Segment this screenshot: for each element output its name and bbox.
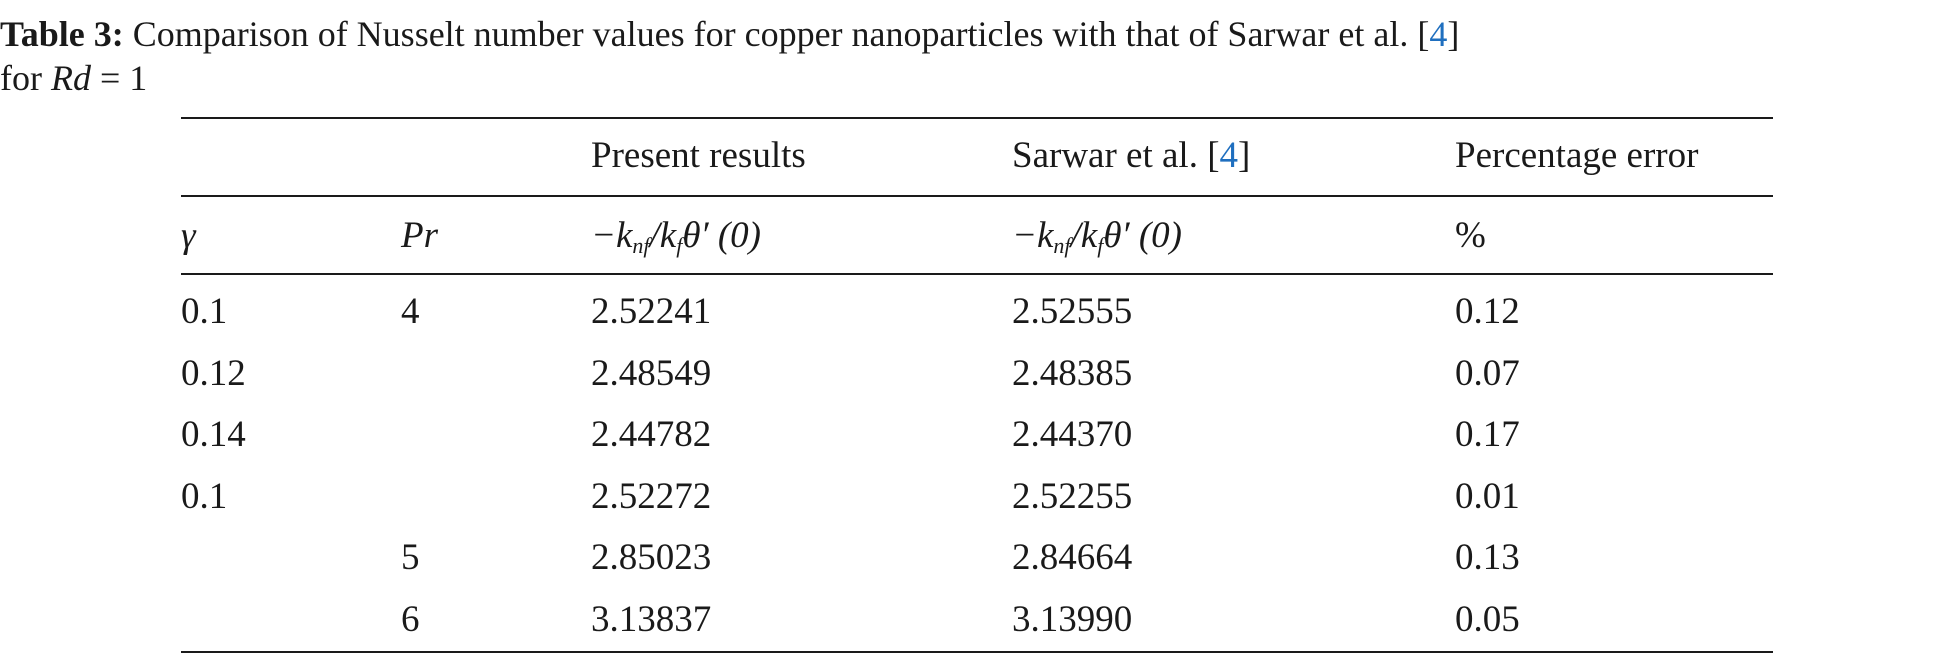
table-cell: 2.52272: [591, 475, 712, 517]
unit-text: f: [1097, 233, 1104, 258]
caption-line: for Rd = 1: [0, 56, 147, 100]
table-cell: 2.44370: [1012, 414, 1133, 455]
header-ref[interactable]: 4: [1219, 135, 1239, 176]
caption-line: Table 3: Comparison of Nusselt number va…: [0, 12, 1459, 56]
unit-text: Pr: [401, 215, 438, 256]
header-cell: Percentage error: [1455, 134, 1698, 178]
table-cell: 2.48385: [1012, 352, 1133, 394]
header-text: Sarwar et al. [: [1012, 135, 1220, 176]
mid-rule: [181, 195, 1773, 197]
unit-text: f: [676, 233, 683, 258]
table-cell: 0.13: [1455, 537, 1520, 578]
table-cell: 2.52555: [1012, 291, 1133, 332]
table-cell: 2.48549: [591, 352, 712, 394]
header-cell: Present results: [591, 134, 806, 178]
table-cell: 0.12: [1455, 291, 1520, 332]
caption-close: ]: [1447, 14, 1460, 54]
unit-text: −k: [591, 215, 633, 256]
table-cell: 2.85023: [591, 537, 712, 578]
caption-label: Table 3:: [0, 14, 124, 54]
unit-text: /k: [649, 215, 677, 256]
bottom-rule: [181, 651, 1773, 653]
table-cell: 2.44782: [591, 414, 712, 455]
caption-text: Comparison of Nusselt number values for …: [132, 14, 1430, 54]
table-cell: 2.52241: [591, 291, 712, 332]
unit-cell: %: [1455, 214, 1486, 258]
header-cell: Sarwar et al. [4]: [1012, 134, 1250, 178]
table-cell: 0.14: [181, 414, 246, 455]
unit-text: γ: [181, 215, 196, 256]
table-cell: 0.1: [181, 475, 228, 517]
table-cell: 0.01: [1455, 475, 1520, 517]
table-cell: 4: [401, 291, 420, 332]
unit-text: nf: [1053, 233, 1071, 258]
unit-text: θ′ (0): [1103, 215, 1183, 256]
top-rule: [181, 117, 1773, 119]
unit-cell: γ: [181, 214, 196, 258]
table-cell: 0.17: [1455, 414, 1520, 455]
caption-math: = 1: [99, 58, 148, 98]
unit-text: −k: [1012, 215, 1054, 256]
table-cell: 0.05: [1455, 598, 1520, 640]
table-cell: 0.12: [181, 352, 246, 394]
table-cell: 6: [401, 598, 420, 640]
unit-cell: Pr: [401, 214, 438, 258]
table-cell: 2.52255: [1012, 475, 1133, 517]
unit-cell: −knf/kfθ′ (0): [591, 214, 761, 268]
mid-rule: [181, 273, 1773, 275]
caption-ref[interactable]: 4: [1429, 14, 1448, 54]
table-cell: 5: [401, 537, 420, 578]
table-cell: 3.13990: [1012, 598, 1133, 640]
header-text: Percentage error: [1455, 135, 1699, 176]
caption-math: Rd: [50, 58, 91, 98]
unit-text: nf: [632, 233, 650, 258]
unit-text: /k: [1070, 215, 1098, 256]
table-cell: 2.84664: [1012, 537, 1133, 578]
table-cell: 0.1: [181, 291, 228, 332]
table-cell: 3.13837: [591, 598, 712, 640]
header-text: ]: [1238, 135, 1251, 176]
header-text: Present results: [591, 135, 806, 176]
table-cell: 0.07: [1455, 352, 1520, 394]
caption-text: for: [0, 58, 42, 98]
unit-text: %: [1455, 215, 1486, 256]
unit-text: θ′ (0): [682, 215, 762, 256]
unit-cell: −knf/kfθ′ (0): [1012, 214, 1182, 268]
